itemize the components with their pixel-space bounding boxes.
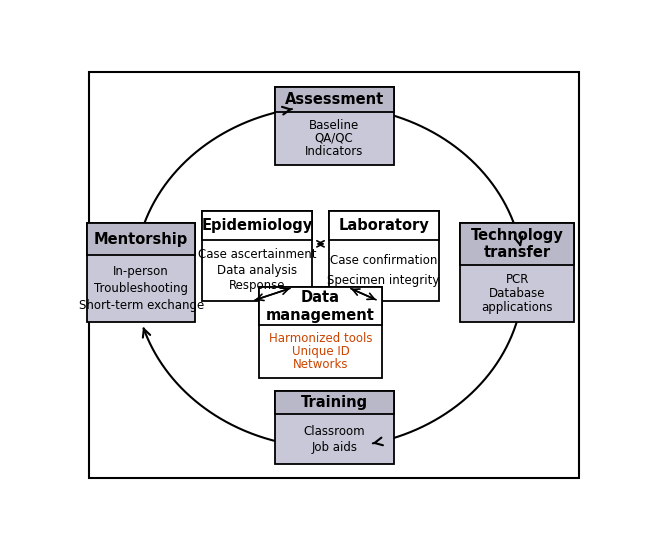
FancyBboxPatch shape xyxy=(89,72,579,478)
FancyBboxPatch shape xyxy=(274,87,394,165)
Text: Data analysis: Data analysis xyxy=(217,264,297,277)
FancyBboxPatch shape xyxy=(274,391,394,415)
Text: Job aids: Job aids xyxy=(311,441,357,454)
FancyBboxPatch shape xyxy=(329,211,439,301)
Text: In-person: In-person xyxy=(113,265,169,278)
FancyBboxPatch shape xyxy=(87,224,196,255)
Text: QA/QC: QA/QC xyxy=(315,132,353,145)
Text: Data
management: Data management xyxy=(266,290,375,323)
Text: Baseline: Baseline xyxy=(309,119,359,132)
Text: Classroom: Classroom xyxy=(303,424,365,437)
Text: Training: Training xyxy=(301,395,368,410)
FancyBboxPatch shape xyxy=(274,87,394,112)
FancyBboxPatch shape xyxy=(329,211,439,240)
Text: Response: Response xyxy=(229,279,286,292)
Text: applications: applications xyxy=(481,301,553,314)
FancyBboxPatch shape xyxy=(274,391,394,464)
Text: Case confirmation: Case confirmation xyxy=(330,254,437,267)
Text: Case ascertainment: Case ascertainment xyxy=(198,249,317,262)
Text: Specimen integrity: Specimen integrity xyxy=(327,274,440,287)
FancyBboxPatch shape xyxy=(259,287,383,378)
Text: Database: Database xyxy=(489,287,545,300)
Text: Indicators: Indicators xyxy=(305,145,363,158)
Text: Unique ID: Unique ID xyxy=(291,345,349,358)
Text: Laboratory: Laboratory xyxy=(338,218,429,233)
FancyBboxPatch shape xyxy=(259,287,383,325)
Text: Harmonized tools: Harmonized tools xyxy=(269,332,372,345)
Text: PCR: PCR xyxy=(505,273,529,286)
FancyBboxPatch shape xyxy=(460,224,574,322)
Text: Short-term exchange: Short-term exchange xyxy=(78,299,204,312)
Text: Networks: Networks xyxy=(293,358,348,371)
Text: Assessment: Assessment xyxy=(284,92,384,107)
FancyBboxPatch shape xyxy=(202,211,312,240)
Text: Troubleshooting: Troubleshooting xyxy=(94,282,188,295)
FancyBboxPatch shape xyxy=(460,224,574,265)
FancyBboxPatch shape xyxy=(202,211,312,301)
Text: Epidemiology: Epidemiology xyxy=(201,218,313,233)
Text: Technology
transfer: Technology transfer xyxy=(471,228,563,260)
FancyBboxPatch shape xyxy=(87,224,196,322)
Text: Mentorship: Mentorship xyxy=(94,232,188,246)
